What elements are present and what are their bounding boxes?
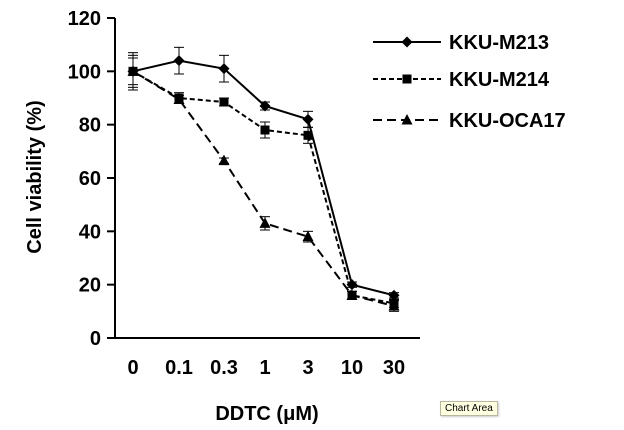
x-axis: 0 0.1 0.3 1 3 10 30 (115, 337, 420, 379)
y-tick-label: 40 (79, 221, 101, 243)
x-tick-label: 1 (259, 357, 270, 379)
legend-label: KKU-M213 (449, 32, 549, 54)
y-tick-label: 60 (79, 168, 101, 190)
data-point (388, 300, 400, 311)
data-point (218, 63, 230, 75)
data-point (260, 125, 270, 135)
legend-item: KKU-M214 (373, 69, 550, 91)
y-tick-label: 80 (79, 115, 101, 137)
legend-marker (401, 36, 413, 48)
data-point (346, 289, 358, 300)
y-tick-label: 20 (79, 275, 101, 297)
x-axis-title: DDTC (μM) (215, 403, 318, 425)
x-tick-label: 30 (383, 357, 405, 379)
x-tick-label: 10 (341, 357, 363, 379)
x-tick-label: 0.3 (210, 357, 238, 379)
legend-label: KKU-M214 (449, 69, 550, 91)
data-point (388, 289, 400, 301)
data-point (219, 97, 229, 107)
data-point (127, 65, 139, 76)
series-kku-m214 (128, 52, 399, 308)
data-point (173, 93, 185, 104)
x-tick-label: 0 (127, 357, 138, 379)
data-point (302, 230, 314, 242)
data-point (302, 113, 314, 125)
y-axis-title: Cell viability (%) (24, 100, 46, 253)
series-layer (127, 46, 400, 312)
data-point (173, 55, 185, 67)
legend: KKU-M213 KKU-M214 KKU-OCA17 (373, 32, 566, 132)
y-axis: 0 20 40 60 80 100 120 (68, 8, 116, 350)
legend-item: KKU-OCA17 (373, 110, 566, 132)
series-kku-m213 (127, 46, 400, 301)
legend-item: KKU-M213 (373, 32, 549, 54)
legend-marker (401, 114, 413, 125)
y-tick-label: 0 (90, 328, 101, 350)
y-tick-label: 100 (68, 61, 101, 83)
data-point (218, 154, 230, 166)
legend-label: KKU-OCA17 (449, 110, 566, 132)
series-kku-oca17 (127, 57, 400, 312)
data-point (259, 100, 271, 112)
x-ticks: 0 0.1 0.3 1 3 10 30 (127, 357, 405, 379)
y-tick-label: 120 (68, 8, 101, 30)
legend-marker (402, 74, 412, 84)
chart-area-tooltip: Chart Area (440, 401, 498, 416)
data-point (259, 217, 271, 228)
y-ticks: 0 20 40 60 80 100 120 (68, 8, 115, 350)
x-tick-label: 3 (302, 357, 313, 379)
data-point (303, 130, 313, 140)
x-tick-label: 0.1 (165, 357, 193, 379)
